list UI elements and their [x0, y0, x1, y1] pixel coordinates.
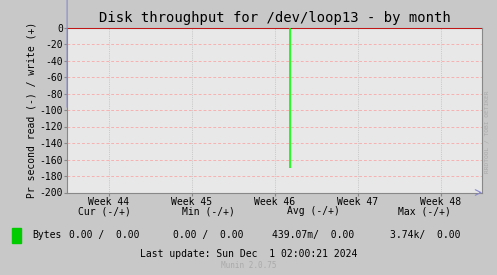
Text: Max (-/+): Max (-/+)	[399, 207, 451, 216]
Text: 439.07m/  0.00: 439.07m/ 0.00	[272, 230, 354, 240]
Text: 3.74k/  0.00: 3.74k/ 0.00	[390, 230, 460, 240]
Text: 0.00 /  0.00: 0.00 / 0.00	[69, 230, 140, 240]
Text: Bytes: Bytes	[32, 230, 62, 240]
Text: 0.00 /  0.00: 0.00 / 0.00	[173, 230, 244, 240]
Y-axis label: Pr second read (-) / write (+): Pr second read (-) / write (+)	[27, 22, 37, 198]
Text: Last update: Sun Dec  1 02:00:21 2024: Last update: Sun Dec 1 02:00:21 2024	[140, 249, 357, 259]
Text: Avg (-/+): Avg (-/+)	[287, 207, 339, 216]
Title: Disk throughput for /dev/loop13 - by month: Disk throughput for /dev/loop13 - by mon…	[99, 11, 450, 25]
Text: Min (-/+): Min (-/+)	[182, 207, 235, 216]
Text: RRDTOOL / TOBI OETIKER: RRDTOOL / TOBI OETIKER	[485, 91, 490, 173]
Text: Munin 2.0.75: Munin 2.0.75	[221, 261, 276, 270]
Text: Cur (-/+): Cur (-/+)	[78, 207, 131, 216]
